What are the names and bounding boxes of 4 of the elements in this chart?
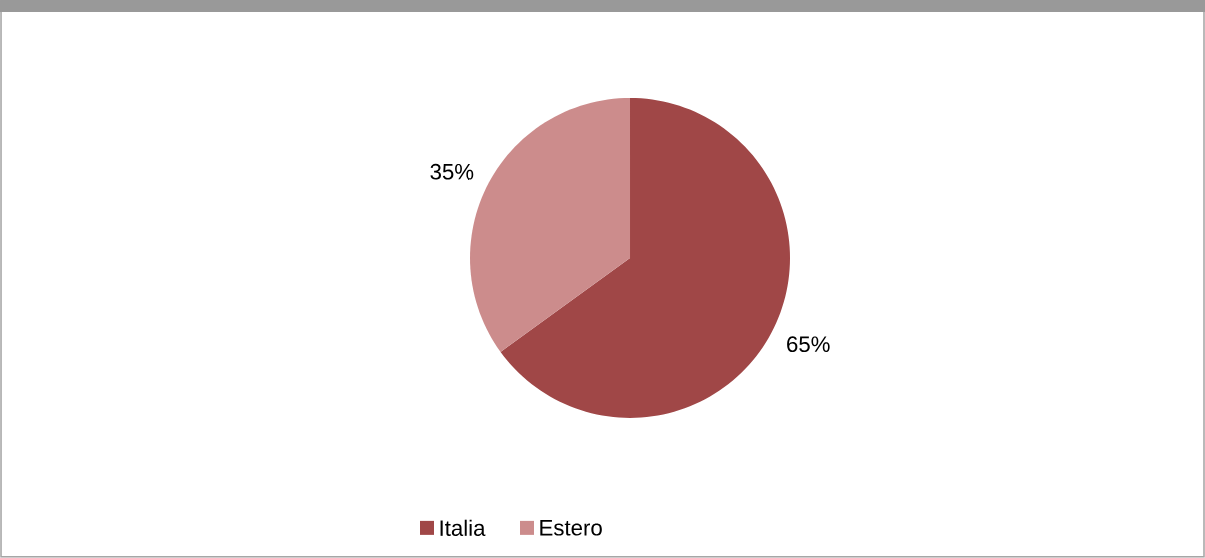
- legend-label: Italia: [440, 519, 486, 537]
- data-label: 35%: [430, 164, 474, 180]
- data-label: 65%: [787, 336, 830, 353]
- legend-label: Estero: [540, 520, 602, 536]
